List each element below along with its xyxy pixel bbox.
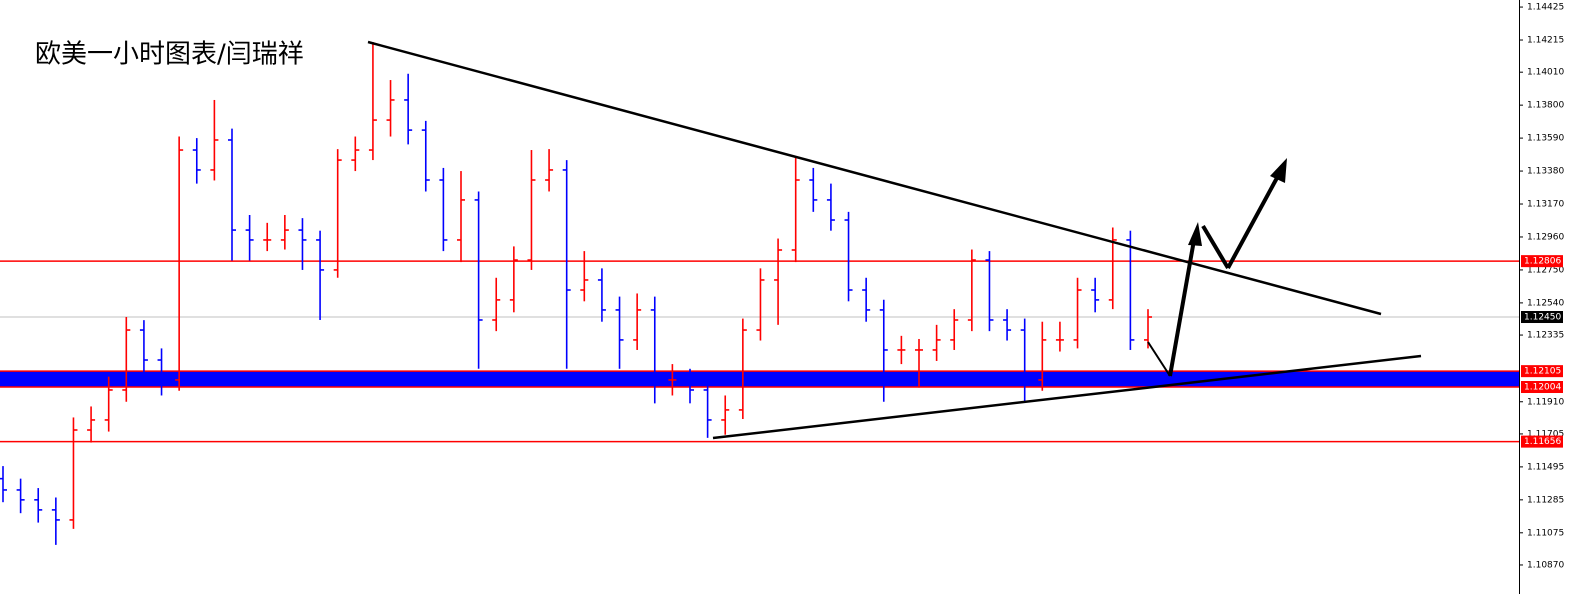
y-tick-label: 1.13380 xyxy=(1527,167,1564,177)
price-tag xyxy=(1521,255,1563,268)
price-tag-label: 1.12105 xyxy=(1524,367,1561,377)
trend-line xyxy=(367,40,1382,316)
y-tick-label: 1.12750 xyxy=(1527,265,1564,275)
price-tag xyxy=(1521,311,1563,324)
price-tag xyxy=(1521,381,1563,394)
y-tick-label: 1.14425 xyxy=(1527,3,1564,13)
arrow-head xyxy=(1188,222,1202,246)
arrow-path xyxy=(1201,224,1230,270)
price-tag xyxy=(1521,365,1563,378)
y-tick-label: 1.14010 xyxy=(1527,68,1564,78)
y-tick-label: 1.12960 xyxy=(1527,232,1564,242)
y-tick-label: 1.11285 xyxy=(1527,495,1564,505)
price-tag-label: 1.12004 xyxy=(1524,383,1561,393)
arrow-path xyxy=(1168,239,1196,377)
support-zone xyxy=(0,371,1519,388)
y-tick-label: 1.11495 xyxy=(1527,462,1564,472)
trend-line xyxy=(712,354,1422,440)
y-tick-label: 1.12540 xyxy=(1527,298,1564,308)
arrow-path xyxy=(1147,341,1171,377)
price-labels: 1.14425 1.14215 1.14010 1.13800 1.13590 1.133… xyxy=(1519,3,1564,570)
y-tick-label: 1.13800 xyxy=(1527,101,1564,111)
y-tick-label: 1.11910 xyxy=(1527,397,1564,407)
chart-title: 欧美一小时图表/闫瑞祥 xyxy=(35,40,304,70)
y-tick-label: 1.14215 xyxy=(1527,36,1564,46)
plot-area xyxy=(0,42,1519,545)
y-tick-label: 1.10870 xyxy=(1527,560,1564,570)
price-tag-label: 1.12806 xyxy=(1524,257,1561,267)
y-tick-label: 1.11705 xyxy=(1527,429,1564,439)
price-tag-label: 1.11656 xyxy=(1524,437,1561,447)
arrow-head xyxy=(1270,158,1287,183)
price-tag xyxy=(1521,435,1563,448)
price-tag-label: 1.12450 xyxy=(1524,313,1561,323)
drawings xyxy=(367,40,1422,440)
y-tick-label: 1.13590 xyxy=(1527,134,1564,144)
y-tick-label: 1.13170 xyxy=(1527,200,1564,210)
y-tick-label: 1.11075 xyxy=(1527,528,1564,538)
arrow-path xyxy=(1226,175,1280,269)
y-tick-label: 1.12335 xyxy=(1527,331,1564,341)
